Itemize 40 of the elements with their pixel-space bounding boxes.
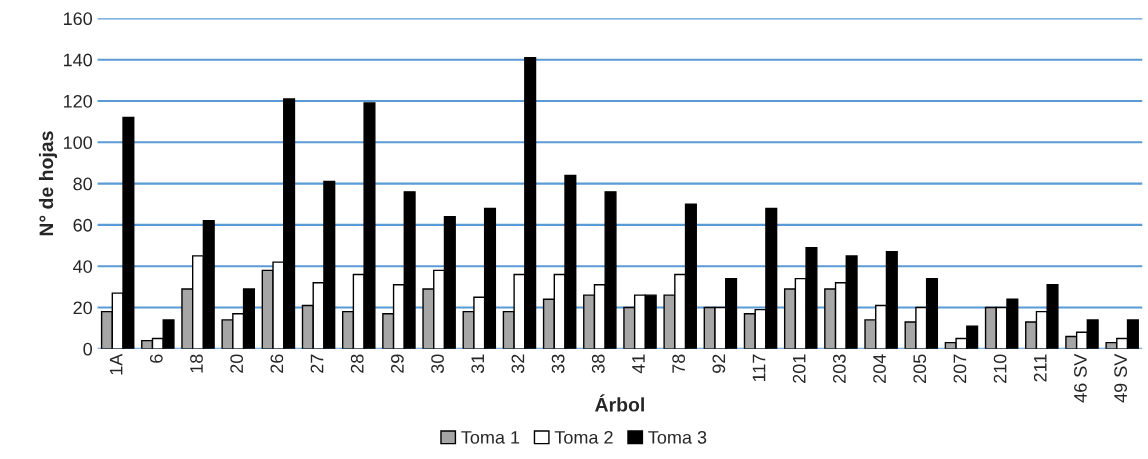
x-tick-label: 29 (390, 354, 404, 373)
x-tick-label: 201 (792, 354, 806, 383)
y-tick-label: 80 (73, 177, 93, 191)
x-tick-label: 211 (1033, 354, 1047, 382)
x-tick-label: 26 (270, 354, 284, 373)
y-tick-label: 20 (73, 301, 93, 315)
x-tick-label: 49 SV (1114, 353, 1128, 403)
x-tick-label: 210 (993, 354, 1007, 383)
x-tick-label: 78 (672, 354, 686, 373)
x-tick-label: 27 (310, 354, 324, 373)
x-tick-label: 20 (230, 354, 244, 373)
x-tick-label: 28 (350, 354, 364, 373)
x-tick-label: 6 (149, 354, 163, 363)
x-tick-label: 205 (913, 354, 927, 383)
x-tick-label: 1A (109, 353, 123, 375)
legend-label: Toma 3 (648, 430, 707, 444)
x-tick-label: 31 (471, 354, 485, 374)
y-axis-title: N° de hojas (38, 131, 58, 236)
x-tick-label: 33 (551, 354, 565, 374)
y-tick-label: 0 (83, 342, 93, 356)
y-tick-label: 100 (63, 136, 93, 150)
legend-label: Toma 2 (554, 430, 613, 444)
x-tick-label: 207 (953, 354, 967, 383)
y-tick-label: 160 (63, 12, 93, 26)
x-tick-label: 32 (511, 354, 525, 374)
x-tick-label: 30 (431, 354, 444, 374)
x-tick-label: 41 (632, 354, 645, 374)
x-tick-label: 204 (873, 354, 886, 383)
x-tick-label: 92 (712, 354, 726, 373)
x-axis-title: Árbol (595, 394, 644, 412)
x-tick-label: 18 (190, 354, 203, 373)
legend-label: Toma 1 (461, 431, 520, 444)
x-tick-label: 46 SV (1074, 353, 1087, 403)
y-tick-label: 40 (73, 260, 93, 273)
x-tick-label: 117 (752, 354, 766, 382)
y-tick-label: 140 (63, 53, 93, 67)
x-tick-label: 38 (591, 354, 605, 374)
y-tick-label: 120 (63, 94, 93, 108)
y-tick-label: 60 (73, 218, 93, 232)
x-tick-label: 203 (832, 354, 846, 383)
